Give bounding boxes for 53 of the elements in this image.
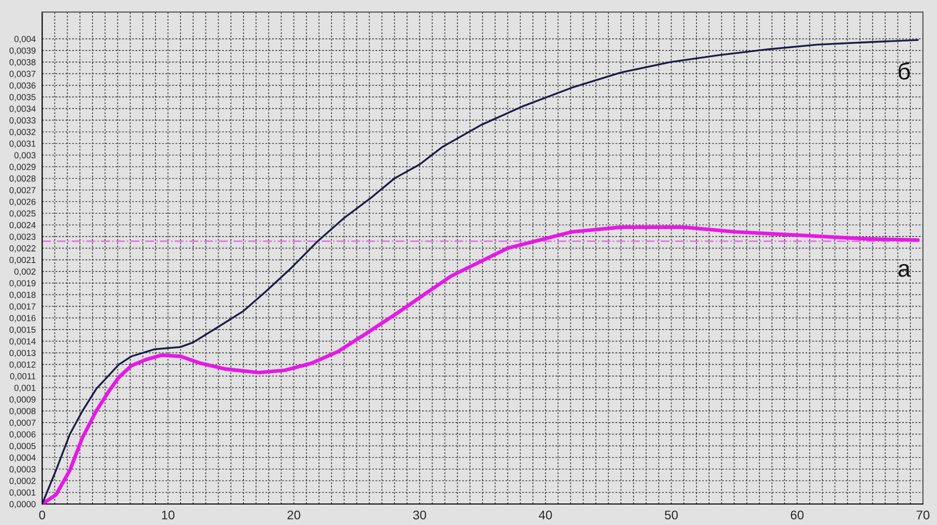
y-tick-label: 0,0015 [9, 326, 36, 334]
y-tick-label: 0,0035 [9, 94, 36, 102]
y-tick-label: 0,0025 [9, 210, 36, 218]
y-tick-label: 0,0017 [9, 303, 36, 311]
y-tick-label: 0,0031 [9, 140, 36, 148]
x-tick-label: 50 [664, 510, 678, 520]
x-tick-label: 10 [162, 510, 174, 520]
y-tick-label: 0,0026 [9, 198, 36, 206]
y-tick-label: 0,0019 [9, 280, 36, 288]
y-tick-label: 0,0036 [9, 82, 36, 90]
y-tick-label: 0,0034 [9, 106, 36, 113]
y-tick-label: 0,0002 [9, 478, 36, 486]
y-tick-label: 0,0033 [9, 117, 36, 125]
y-tick-label: 0,0007 [9, 420, 36, 427]
y-tick-label: 0,0014 [9, 338, 36, 346]
y-tick-label: 0,0005 [9, 442, 36, 450]
y-tick-label: 0,0001 [9, 489, 36, 497]
series-label: б [898, 62, 910, 80]
y-tick-label: 0,0011 [10, 373, 36, 380]
y-tick-label: 0,0039 [9, 48, 36, 55]
line-series [42, 39, 919, 504]
y-tick-label: 0,0018 [9, 292, 36, 299]
y-tick-label: 0,0024 [9, 222, 36, 230]
y-tick-label: 0,0027 [9, 187, 36, 194]
y-tick-label: 0,0009 [9, 396, 36, 404]
y-tick-label: 0,0006 [9, 431, 36, 439]
x-tick-label: 30 [413, 510, 426, 520]
y-tick-label: 0,0021 [9, 256, 36, 264]
y-tick-label: 0,0037 [9, 70, 36, 78]
y-tick-label: 0,0013 [9, 350, 36, 358]
y-tick-label: 0,0023 [9, 234, 36, 241]
x-tick-label: 70 [916, 510, 930, 520]
y-tick-label: 0,002 [14, 268, 36, 276]
y-tick-label: 0,0008 [9, 408, 36, 416]
y-tick-label: 0,0038 [9, 59, 36, 66]
x-tick-label: 40 [538, 510, 552, 520]
line-series [42, 225, 920, 504]
y-tick-label: 0,0028 [9, 175, 36, 183]
y-tick-label: 0,0012 [9, 362, 36, 369]
x-tick-label: 60 [790, 510, 804, 520]
y-tick-label: 0,0004 [9, 454, 36, 462]
y-tick-label: 0,0029 [9, 164, 36, 172]
y-tick-label: 0,001 [14, 384, 36, 392]
y-tick-label: 0,0000 [9, 501, 36, 508]
x-tick-label: 0 [39, 510, 46, 520]
y-tick-label: 0,0022 [9, 245, 36, 252]
y-tick-label: 0,0032 [9, 128, 36, 136]
y-tick-label: 0,004 [14, 36, 36, 44]
y-tick-label: 0,0003 [9, 466, 36, 474]
x-tick-label: 20 [287, 510, 300, 520]
y-tick-label: 0,0016 [9, 314, 36, 322]
series-label: а [898, 264, 911, 277]
y-tick-label: 0,003 [14, 152, 36, 160]
